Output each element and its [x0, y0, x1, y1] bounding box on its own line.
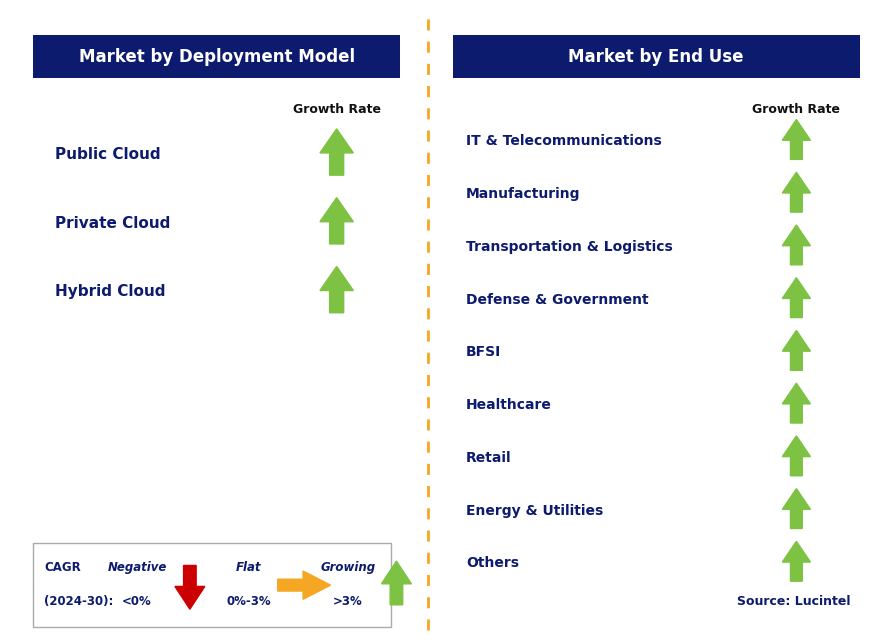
Text: CAGR: CAGR — [44, 561, 81, 574]
FancyBboxPatch shape — [33, 35, 399, 78]
Text: Growth Rate: Growth Rate — [292, 103, 380, 116]
Text: Healthcare: Healthcare — [465, 398, 551, 412]
Polygon shape — [781, 120, 810, 159]
Text: Hybrid Cloud: Hybrid Cloud — [55, 284, 166, 300]
Polygon shape — [381, 561, 411, 605]
Text: (2024-30):: (2024-30): — [44, 595, 113, 608]
Polygon shape — [320, 197, 353, 244]
Text: Market by End Use: Market by End Use — [568, 48, 743, 66]
Polygon shape — [781, 225, 810, 265]
Text: Transportation & Logistics: Transportation & Logistics — [465, 240, 672, 254]
Polygon shape — [781, 278, 810, 318]
Text: Energy & Utilities: Energy & Utilities — [465, 503, 602, 518]
Text: Defense & Government: Defense & Government — [465, 293, 648, 307]
Polygon shape — [320, 266, 353, 312]
Text: Growth Rate: Growth Rate — [752, 103, 839, 116]
Text: >3%: >3% — [333, 595, 363, 608]
Polygon shape — [320, 129, 353, 175]
Polygon shape — [175, 565, 205, 609]
FancyBboxPatch shape — [452, 35, 859, 78]
Polygon shape — [781, 541, 810, 581]
Text: BFSI: BFSI — [465, 345, 500, 359]
Text: Market by Deployment Model: Market by Deployment Model — [78, 48, 355, 66]
FancyBboxPatch shape — [33, 543, 391, 627]
Text: Private Cloud: Private Cloud — [55, 215, 170, 231]
Text: Others: Others — [465, 556, 518, 570]
Polygon shape — [277, 571, 330, 599]
Polygon shape — [781, 331, 810, 370]
Text: Manufacturing: Manufacturing — [465, 187, 579, 201]
Text: Flat: Flat — [235, 561, 262, 574]
Text: <0%: <0% — [122, 595, 152, 608]
Polygon shape — [781, 489, 810, 529]
Text: Source: Lucintel: Source: Lucintel — [737, 595, 850, 608]
Polygon shape — [781, 383, 810, 423]
Text: Negative: Negative — [107, 561, 167, 574]
Text: Retail: Retail — [465, 451, 511, 465]
Text: 0%-3%: 0%-3% — [227, 595, 270, 608]
Text: IT & Telecommunications: IT & Telecommunications — [465, 134, 661, 149]
Text: Public Cloud: Public Cloud — [55, 147, 161, 162]
Text: Growing: Growing — [320, 561, 375, 574]
Polygon shape — [781, 172, 810, 212]
Polygon shape — [781, 436, 810, 476]
